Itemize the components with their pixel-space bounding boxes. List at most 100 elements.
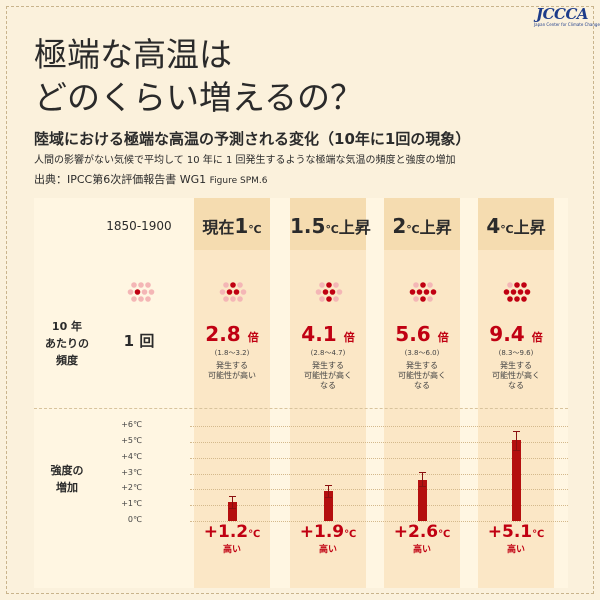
error-bar	[421, 472, 423, 487]
y-tick-label: +2℃	[121, 483, 142, 493]
dot-event-added	[510, 289, 517, 295]
dot-event	[141, 289, 148, 295]
error-bar-cap	[228, 508, 236, 510]
level-header: 現在1℃	[194, 214, 270, 238]
level-suffix: 上昇	[513, 218, 546, 237]
multiplier-unit: 倍	[247, 331, 259, 344]
grid-line	[190, 457, 568, 459]
dot-event	[427, 296, 433, 302]
error-bar	[515, 430, 517, 450]
baseline-dots	[127, 282, 155, 302]
frequency-label-line: 10 年	[51, 320, 83, 333]
dot-event-added	[134, 289, 141, 295]
dot-event	[138, 282, 144, 288]
grid-line	[190, 489, 568, 491]
likelihood-line: なる	[414, 381, 430, 390]
error-bar	[327, 484, 329, 498]
frequency-label-line: 頻度	[56, 354, 78, 367]
frequency-multiplier: 2.8 倍	[194, 322, 270, 346]
level-header: 2℃上昇	[384, 214, 460, 238]
intensity-high-label: 高い	[412, 545, 431, 555]
dot-event-added	[514, 296, 520, 302]
intensity-increase: +2.6℃	[384, 522, 460, 542]
row-separator	[34, 408, 568, 409]
intensity-increase: +1.2℃	[194, 522, 270, 542]
baseline-frequency: 1 回	[123, 332, 155, 350]
intensity-bar	[511, 440, 521, 521]
level-header-bg	[290, 198, 366, 250]
y-tick-label: 0℃	[127, 515, 142, 524]
intensity-high-label: 高い	[318, 545, 337, 555]
error-bar-cap	[512, 449, 520, 451]
frequency-multiplier: 9.4 倍	[478, 322, 554, 346]
level-header: 1.5℃上昇	[290, 214, 371, 238]
dot-event-added	[230, 282, 236, 288]
likelihood-line: 可能性が高く	[398, 371, 446, 380]
intensity-bar	[227, 502, 237, 521]
increase-unit: ℃	[532, 529, 545, 540]
intensity-row-label: 強度の 増加	[42, 462, 92, 496]
grid-line	[190, 426, 568, 428]
intensity-label-line: 増加	[56, 481, 78, 494]
level-suffix: 上昇	[419, 218, 452, 237]
multiplier-unit: 倍	[531, 331, 543, 344]
level-unit: ℃	[406, 223, 420, 236]
increase-unit: ℃	[248, 529, 261, 540]
likelihood-line: 発生する	[500, 361, 532, 370]
likelihood-line: 可能性が高く	[304, 371, 352, 380]
dot-event-added	[226, 289, 233, 295]
level-column	[384, 198, 460, 588]
level-column	[194, 198, 270, 588]
likelihood-line: 発生する	[312, 361, 344, 370]
intensity-label-line: 強度の	[50, 464, 84, 477]
dot-event	[145, 296, 151, 302]
dot-event-added	[503, 289, 510, 295]
baseline-period: 1850-1900	[106, 219, 172, 233]
dot-event	[145, 282, 151, 288]
increase-unit: ℃	[344, 529, 357, 540]
error-bar-cap	[324, 484, 332, 486]
dot-event-added	[326, 296, 332, 302]
dot-event	[336, 289, 343, 295]
frequency-multiplier: 4.1 倍	[290, 322, 366, 346]
likelihood-line: なる	[508, 381, 524, 390]
increase-value: +1.9	[299, 522, 345, 542]
y-tick-label: +3℃	[121, 467, 142, 477]
y-tick-label: +4℃	[121, 451, 142, 461]
dot-event-added	[322, 289, 329, 295]
likelihood-line: 発生する	[406, 361, 438, 370]
level-column	[478, 198, 554, 588]
dot-event-added	[233, 289, 240, 295]
chart-description: 人間の影響がない気候で平均して 10 年に 1 回発生するような極端な気温の頻度…	[34, 155, 456, 166]
level-number: 1.5	[290, 214, 326, 238]
intensity-high-label: 高い	[506, 545, 525, 555]
level-suffix: 上昇	[338, 218, 371, 237]
dot-event-added	[420, 282, 426, 288]
likelihood-line: 発生する	[216, 361, 248, 370]
level-unit: ℃	[248, 223, 262, 236]
level-column	[290, 198, 366, 588]
frequency-dots	[409, 282, 437, 302]
grid-line	[190, 505, 568, 507]
dot-event	[223, 296, 229, 302]
level-header-bg	[384, 198, 460, 250]
multiplier-range: (8.3〜9.6)	[498, 349, 534, 357]
level-header: 4℃上昇	[478, 214, 554, 238]
frequency-dots	[503, 282, 531, 302]
intensity-increase: +5.1℃	[478, 522, 554, 542]
source-label: 出典：IPCC第6次評価報告書 WG1	[34, 173, 207, 186]
dot-event	[319, 282, 325, 288]
dot-event	[138, 296, 144, 302]
likelihood-note: 発生する 可能性が高く なる	[290, 361, 366, 391]
level-unit: ℃	[325, 223, 339, 236]
multiplier-range: (1.8〜3.2)	[214, 349, 250, 357]
error-bar-cap	[512, 430, 520, 432]
dot-event-added	[521, 296, 527, 302]
multiplier-value: 2.8	[205, 322, 241, 346]
dot-event	[333, 296, 339, 302]
dot-event	[148, 289, 155, 295]
logo-mark: JCCCA	[535, 5, 589, 23]
dot-event-added	[514, 282, 520, 288]
error-bar-cap	[324, 497, 332, 499]
dot-event	[413, 296, 419, 302]
